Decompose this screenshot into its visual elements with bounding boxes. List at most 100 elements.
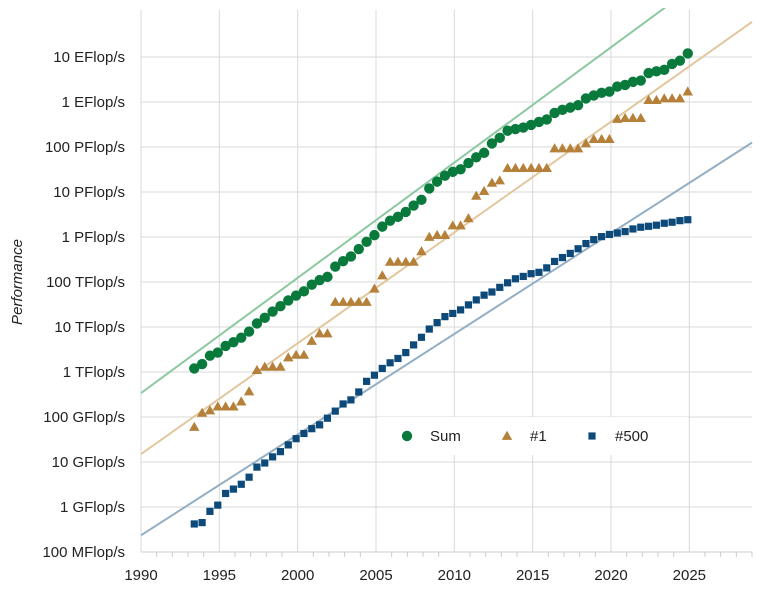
data-point-Sum	[659, 64, 670, 75]
y-tick-label: 100 TFlop/s	[46, 274, 125, 291]
data-point-Sum	[220, 340, 231, 352]
data-point-Sum	[369, 229, 380, 241]
data-point-top500	[370, 371, 379, 379]
data-point-Sum	[518, 122, 529, 133]
legend-marker-top500	[588, 432, 596, 440]
data-point-top1	[666, 93, 678, 103]
data-point-Sum	[298, 286, 310, 297]
data-point-top500	[331, 407, 339, 415]
y-tick-label: 100 GFlop/s	[43, 409, 125, 426]
data-point-Sum	[596, 87, 607, 99]
x-tick-label: 2015	[516, 567, 549, 584]
data-point-top500	[543, 264, 551, 272]
data-point-top500	[621, 227, 629, 236]
data-point-Sum	[337, 255, 349, 267]
data-point-top1	[565, 143, 576, 153]
data-point-top500	[214, 501, 222, 509]
data-point-top500	[668, 218, 676, 226]
legend: Sum #1 #500	[378, 417, 688, 455]
data-point-top500	[629, 225, 637, 233]
data-point-Sum	[314, 274, 325, 286]
y-tick-label: 10 PFlop/s	[53, 184, 125, 201]
data-point-top1	[369, 283, 380, 293]
data-point-Sum	[525, 119, 537, 131]
data-point-top1	[478, 185, 490, 195]
data-point-top500	[402, 348, 410, 357]
data-point-Sum	[377, 221, 388, 232]
y-tick-label: 10 GFlop/s	[52, 454, 125, 471]
data-point-top1	[330, 296, 341, 306]
data-point-top1	[674, 93, 686, 103]
data-point-top500	[363, 377, 371, 385]
x-tick-label: 1990	[124, 567, 157, 584]
data-point-Sum	[353, 243, 364, 255]
data-point-Sum	[243, 326, 255, 337]
series-top500	[190, 216, 692, 528]
data-point-top500	[457, 306, 465, 314]
data-point-top500	[660, 219, 668, 227]
x-tick-label: 2000	[281, 567, 314, 584]
data-point-top1	[220, 401, 231, 411]
data-point-top1	[353, 296, 364, 306]
data-point-top1	[541, 162, 552, 172]
data-point-top1	[502, 162, 513, 172]
data-point-top1	[651, 94, 662, 105]
data-point-top500	[676, 217, 684, 225]
data-point-top1	[518, 162, 529, 172]
data-point-top500	[504, 279, 512, 287]
y-tick-label: 100 MFlop/s	[42, 544, 125, 561]
data-point-top1	[377, 270, 388, 280]
data-point-top1	[627, 112, 639, 122]
x-tick-label: 1995	[203, 567, 236, 584]
grid	[140, 10, 753, 557]
data-point-Sum	[228, 336, 239, 348]
data-point-Sum	[651, 66, 662, 77]
data-point-top500	[652, 221, 661, 229]
data-point-top500	[229, 485, 238, 493]
y-axis-title: Performance	[9, 239, 26, 325]
data-point-top1	[306, 335, 317, 345]
data-point-Sum	[345, 251, 357, 262]
x-tick-label: 2025	[673, 567, 706, 584]
data-point-top500	[386, 359, 394, 367]
y-tick-label: 1 PFlop/s	[62, 229, 125, 246]
legend-marker-top1	[501, 430, 513, 440]
data-point-top500	[574, 245, 582, 253]
x-tick-label: 2010	[438, 567, 471, 584]
x-tick-label: 2020	[594, 567, 627, 584]
data-point-top500	[480, 291, 488, 299]
data-point-Sum	[635, 75, 646, 86]
data-point-top1	[557, 143, 568, 153]
data-point-top500	[308, 425, 316, 433]
data-point-top500	[339, 400, 347, 408]
data-point-top1	[392, 256, 404, 266]
legend-box	[378, 417, 688, 455]
data-point-Sum	[204, 350, 216, 361]
data-point-top1	[580, 138, 592, 148]
data-point-top1	[486, 177, 498, 187]
data-point-Sum	[455, 164, 466, 175]
series-Sum	[189, 48, 693, 374]
data-point-top500	[222, 489, 230, 498]
data-point-top500	[245, 473, 253, 481]
data-point-top1	[525, 162, 537, 172]
data-point-top500	[198, 519, 206, 527]
data-point-top500	[582, 239, 590, 248]
data-point-top1	[204, 405, 216, 415]
data-point-top1	[682, 86, 693, 96]
legend-marker-Sum	[401, 430, 413, 442]
data-point-top500	[566, 249, 574, 258]
legend-label: Sum	[430, 428, 461, 445]
data-point-top500	[190, 520, 198, 528]
data-point-top1	[510, 162, 521, 172]
y-tick-label: 10 TFlop/s	[54, 319, 125, 336]
data-point-Sum	[400, 206, 411, 218]
data-point-Sum	[361, 236, 372, 248]
data-point-top500	[292, 435, 300, 443]
data-point-Sum	[580, 93, 592, 104]
x-tick-label: 2005	[359, 567, 392, 584]
data-point-Sum	[549, 107, 560, 119]
data-point-Sum	[463, 157, 474, 169]
data-point-top1	[259, 361, 270, 371]
